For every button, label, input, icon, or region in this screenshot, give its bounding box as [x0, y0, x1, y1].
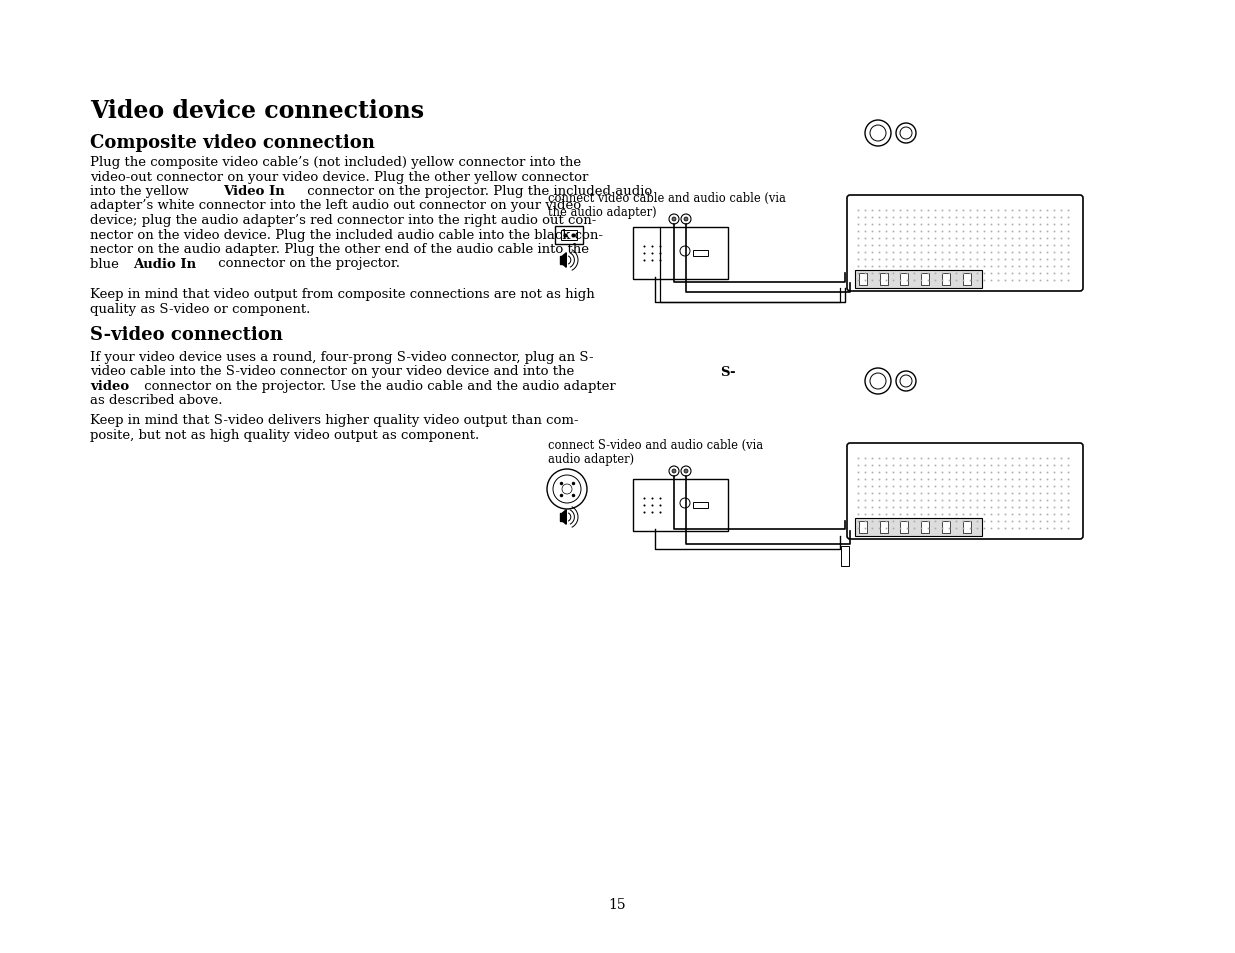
- Bar: [860, 274, 867, 286]
- Circle shape: [680, 498, 690, 509]
- Circle shape: [672, 218, 676, 222]
- Bar: [879, 274, 888, 286]
- Bar: [962, 521, 971, 534]
- Bar: [693, 502, 708, 509]
- Text: nector on the video device. Plug the included audio cable into the black con-: nector on the video device. Plug the inc…: [90, 229, 603, 241]
- Bar: [942, 521, 950, 534]
- Polygon shape: [562, 510, 567, 525]
- FancyBboxPatch shape: [847, 443, 1083, 539]
- Circle shape: [553, 476, 580, 503]
- Circle shape: [864, 121, 890, 147]
- Text: connect video cable and audio cable (via: connect video cable and audio cable (via: [548, 192, 785, 205]
- Text: connector on the projector. Use the audio cable and the audio adapter: connector on the projector. Use the audi…: [141, 379, 616, 393]
- Circle shape: [547, 470, 587, 510]
- Bar: [962, 274, 971, 286]
- Text: 15: 15: [608, 897, 626, 911]
- Text: S-video connection: S-video connection: [90, 326, 283, 344]
- Text: S-: S-: [720, 365, 736, 378]
- Bar: [693, 251, 708, 256]
- Circle shape: [684, 218, 688, 222]
- Circle shape: [900, 375, 911, 388]
- Circle shape: [897, 124, 916, 144]
- Circle shape: [900, 128, 911, 140]
- Circle shape: [669, 214, 679, 225]
- Bar: [855, 271, 982, 289]
- Text: adapter’s white connector into the left audio out connector on your video: adapter’s white connector into the left …: [90, 199, 582, 213]
- Circle shape: [672, 470, 676, 474]
- Polygon shape: [559, 514, 562, 521]
- Bar: [900, 274, 909, 286]
- Bar: [879, 521, 888, 534]
- Circle shape: [684, 470, 688, 474]
- Circle shape: [680, 467, 692, 476]
- Circle shape: [680, 247, 690, 256]
- Text: If your video device uses a round, four-prong S-video connector, plug an S-: If your video device uses a round, four-…: [90, 351, 594, 364]
- Bar: [942, 274, 950, 286]
- Text: Keep in mind that S-video delivers higher quality video output than com-: Keep in mind that S-video delivers highe…: [90, 414, 578, 427]
- Text: Audio In: Audio In: [132, 257, 196, 271]
- Bar: [632, 228, 727, 280]
- Text: audio adapter): audio adapter): [548, 453, 634, 465]
- Text: the audio adapter): the audio adapter): [548, 206, 657, 219]
- Text: nector on the audio adapter. Plug the other end of the audio cable into the: nector on the audio adapter. Plug the ot…: [90, 243, 589, 255]
- Circle shape: [897, 372, 916, 392]
- FancyBboxPatch shape: [555, 227, 583, 245]
- Bar: [855, 518, 982, 537]
- Text: quality as S-video or component.: quality as S-video or component.: [90, 302, 310, 315]
- Text: video-out connector on your video device. Plug the other yellow connector: video-out connector on your video device…: [90, 171, 588, 183]
- Bar: [900, 521, 909, 534]
- Circle shape: [680, 214, 692, 225]
- Bar: [860, 521, 867, 534]
- Circle shape: [869, 126, 885, 142]
- FancyBboxPatch shape: [847, 195, 1083, 292]
- Text: into the yellow: into the yellow: [90, 185, 193, 198]
- Text: connector on the projector. Plug the included audio: connector on the projector. Plug the inc…: [303, 185, 652, 198]
- Bar: [921, 274, 929, 286]
- Text: device; plug the audio adapter’s red connector into the right audio out con-: device; plug the audio adapter’s red con…: [90, 213, 597, 227]
- Circle shape: [669, 467, 679, 476]
- Polygon shape: [559, 256, 562, 265]
- Circle shape: [562, 484, 572, 495]
- Bar: [632, 479, 727, 532]
- Text: Plug the composite video cable’s (not included) yellow connector into the: Plug the composite video cable’s (not in…: [90, 156, 582, 169]
- Text: video: video: [90, 379, 130, 393]
- Text: Keep in mind that video output from composite connections are not as high: Keep in mind that video output from comp…: [90, 288, 595, 301]
- Text: blue: blue: [90, 257, 124, 271]
- FancyBboxPatch shape: [561, 231, 577, 241]
- Text: posite, but not as high quality video output as component.: posite, but not as high quality video ou…: [90, 428, 479, 441]
- Text: Video device connections: Video device connections: [90, 99, 424, 123]
- Text: Video In: Video In: [222, 185, 284, 198]
- Polygon shape: [562, 253, 567, 268]
- Circle shape: [869, 374, 885, 390]
- Circle shape: [864, 369, 890, 395]
- Text: Composite video connection: Composite video connection: [90, 133, 375, 152]
- Text: video cable into the S-video connector on your video device and into the: video cable into the S-video connector o…: [90, 365, 578, 378]
- Bar: [921, 521, 929, 534]
- Text: connect S-video and audio cable (via: connect S-video and audio cable (via: [548, 438, 763, 452]
- Text: as described above.: as described above.: [90, 395, 222, 407]
- Text: connector on the projector.: connector on the projector.: [214, 257, 400, 271]
- Bar: [841, 546, 848, 566]
